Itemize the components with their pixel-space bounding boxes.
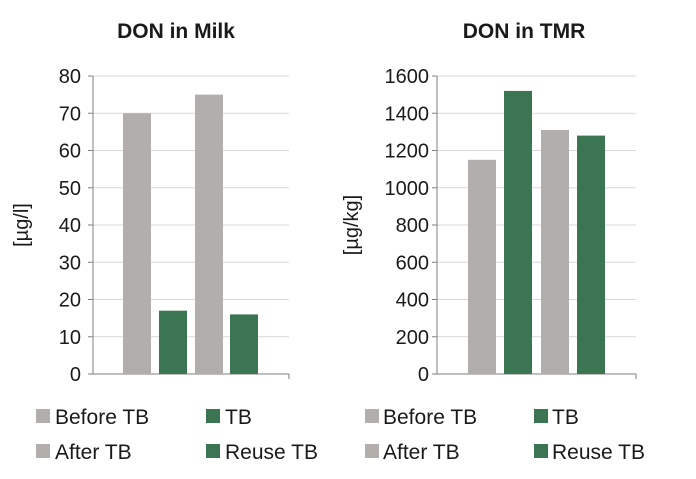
bar-before-tb [123, 113, 151, 374]
y-tick-label: 400 [396, 290, 429, 312]
bar-tb [504, 90, 532, 375]
bar-tb [159, 310, 187, 374]
legend-swatch [36, 444, 50, 458]
y-tick-label: 1000 [385, 178, 430, 200]
y-tick-label: 20 [59, 290, 81, 312]
y-tick-label: 10 [59, 327, 81, 349]
y-tick-label: 50 [59, 178, 81, 200]
chart-panel-1: DON in Milk 0 10 20 30 40 50 60 70 80 [µg/l] Before… [11, 20, 318, 464]
legend-swatch [365, 444, 379, 458]
y-tick-label: 70 [59, 103, 81, 125]
bar-reuse-tb [230, 314, 258, 374]
chart-title: DON in Milk [117, 20, 235, 43]
bar-after-tb [541, 130, 569, 374]
legend-label: Before TB [55, 406, 149, 429]
bar-after-tb [195, 94, 223, 374]
y-tick-label: 30 [59, 252, 81, 274]
bar-before-tb [468, 159, 496, 374]
legend-swatch [206, 409, 220, 423]
legend-label: TB [225, 406, 252, 429]
legend-label: TB [552, 406, 579, 429]
legend-label: Reuse TB [225, 441, 318, 464]
y-tick-label: 800 [396, 215, 429, 237]
legend-swatch [365, 409, 379, 423]
legend-label: Reuse TB [552, 441, 645, 464]
legend-label: After TB [383, 441, 460, 464]
bar-reuse-tb [577, 135, 605, 374]
legend-swatch [534, 444, 548, 458]
legend-label: After TB [55, 441, 132, 464]
legend-swatch [206, 444, 220, 458]
y-tick-label: 80 [59, 66, 81, 88]
chart-panel-2: DON in TMR 0 200 400 600 800 1000 1200 1400 1600 [… [341, 20, 645, 464]
y-tick-label: 0 [418, 364, 429, 386]
y-axis-label: [µg/l] [11, 203, 33, 247]
y-tick-label: 40 [59, 215, 81, 237]
legend-swatch [534, 409, 548, 423]
y-tick-label: 1600 [385, 66, 430, 88]
legend-label: Before TB [383, 406, 477, 429]
y-tick-label: 1200 [385, 141, 430, 163]
y-tick-label: 600 [396, 252, 429, 274]
y-axis-label: [µg/kg] [341, 195, 363, 255]
y-tick-label: 1400 [385, 103, 430, 125]
chart-title: DON in TMR [463, 20, 585, 43]
y-tick-label: 200 [396, 327, 429, 349]
y-tick-label: 0 [70, 364, 81, 386]
legend-swatch [36, 409, 50, 423]
y-tick-label: 60 [59, 141, 81, 163]
